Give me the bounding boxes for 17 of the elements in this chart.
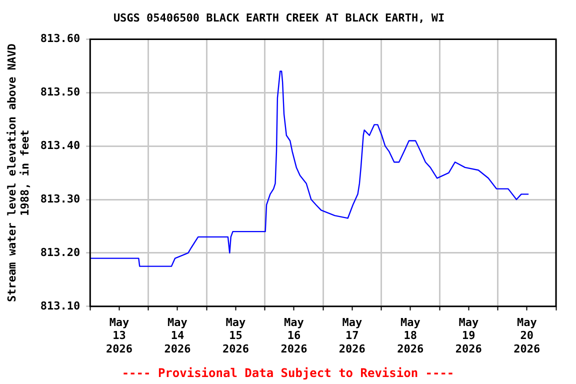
y-tick-label: 813.50 (40, 86, 80, 98)
x-tick-label: May 19 2026 (455, 316, 482, 356)
x-tick-label: May 16 2026 (280, 316, 308, 356)
text: ---- Provisional Data Subject to Revision ---- (120, 366, 456, 380)
x-tick-label: May 13 2026 (106, 316, 133, 356)
y-tick-label: 813.60 (40, 32, 80, 46)
x-tick-label: May 15 2026 (222, 316, 250, 356)
x-tick-label: May 17 2026 (338, 316, 366, 356)
x-tick-label: May 20 2026 (514, 316, 540, 356)
y-tick-label: 813.40 (40, 138, 80, 152)
y-axis-title: Stream water level elevation above NAVD 1988, in feet (5, 43, 32, 302)
y-tick-label: 813.10 (40, 299, 80, 312)
chart-title: USGS 05406500 BLACK EARTH CREEK AT BLACK EARTH, WI (113, 11, 445, 24)
x-tick-label: May 14 2026 (164, 316, 192, 356)
y-tick-label: 813.30 (40, 192, 80, 206)
y-tick-label: 813.20 (40, 246, 80, 259)
x-tick-label: May 18 2026 (397, 316, 424, 356)
